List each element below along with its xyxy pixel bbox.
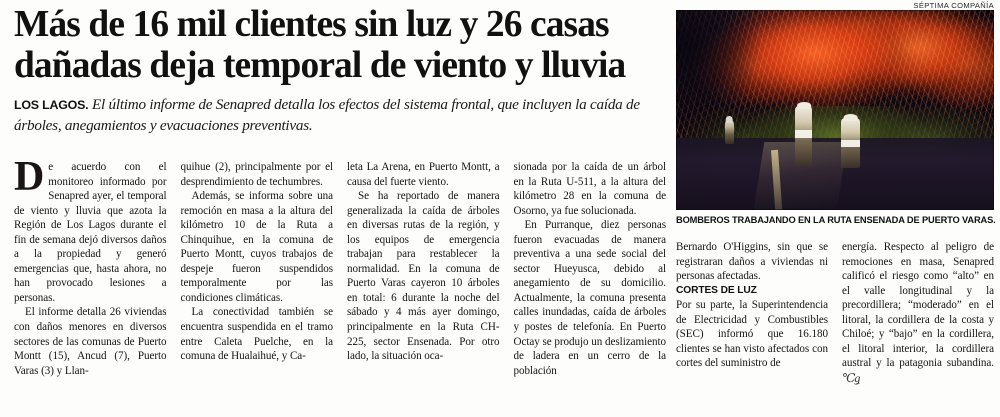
paragraph: Por su parte, la Superintendencia de Ele…	[676, 299, 828, 370]
paragraph-text: energía. Respecto al peligro de remocion…	[842, 241, 994, 370]
headline-block: Más de 16 mil clientes sin luz y 26 casa…	[14, 4, 662, 135]
firefighter-figure-1	[725, 116, 734, 144]
paragraph: Bernardo O'Higgins, sin que se registrar…	[676, 241, 828, 283]
paragraph: Se ha reportado de manera generalizada l…	[347, 190, 500, 363]
photo-road-layer	[676, 138, 994, 210]
body-column-6: energía. Respecto al peligro de remocion…	[842, 240, 994, 412]
headline-line-1: Más de 16 mil clientes sin luz y 26 casa…	[14, 3, 610, 45]
paragraph: La conectividad también se encuentra sus…	[180, 306, 334, 363]
body-column-1: De acuerdo con el monitoreo informado po…	[14, 160, 167, 412]
paragraph: De acuerdo con el monitoreo informado po…	[14, 160, 167, 304]
body-column-4: sionada por la caída de un árbol en la R…	[514, 160, 667, 412]
deck-text: El último informe de Senapred detalla lo…	[14, 96, 640, 134]
body-columns-right: Bernardo O'Higgins, sin que se registrar…	[676, 240, 994, 412]
helmet-icon	[796, 102, 811, 109]
article-photo	[676, 10, 994, 210]
paragraph: Además, se informa sobre una remoción en…	[180, 190, 334, 304]
body-column-3: leta La Arena, en Puerto Montt, a causa …	[347, 160, 500, 412]
photo-caption: BOMBEROS TRABAJANDO EN LA RUTA ENSENADA …	[676, 215, 996, 225]
paragraph: leta La Arena, en Puerto Montt, a causa …	[347, 161, 500, 188]
firefighter-figure-2	[795, 102, 813, 166]
firefighter-figure-3	[841, 114, 860, 168]
photo-credit: SÉPTIMA COMPAÑÍA	[913, 1, 994, 10]
paragraph: quihue (2), principalmente por el despre…	[180, 161, 334, 188]
page-title: Más de 16 mil clientes sin luz y 26 casa…	[14, 4, 652, 86]
paragraph: En Purranque, diez personas fueron evacu…	[513, 219, 667, 377]
body-column-2: quihue (2), principalmente por el despre…	[181, 160, 334, 412]
headline-line-2: dañadas deja temporal de viento y lluvia	[14, 44, 626, 86]
paragraph: energía. Respecto al peligro de remocion…	[842, 240, 994, 386]
reflective-stripe	[795, 130, 813, 139]
article-deck: LOS LAGOS. El último informe de Senapred…	[14, 95, 662, 135]
helmet-icon	[843, 114, 858, 121]
body-columns-left: De acuerdo con el monitoreo informado po…	[14, 160, 666, 412]
photo-border	[676, 10, 994, 210]
body-column-5: Bernardo O'Higgins, sin que se registrar…	[676, 240, 828, 412]
article-photo-wrap: SÉPTIMA COMPAÑÍA	[676, 1, 994, 210]
end-of-article-mark: ℃ǥ	[842, 370, 860, 385]
section-subhead: CORTES DE LUZ	[676, 284, 757, 296]
reflective-stripe	[841, 140, 860, 147]
paragraph: El informe detalla 26 viviendas con daño…	[14, 306, 167, 377]
helmet-icon	[726, 116, 733, 123]
section-kicker: LOS LAGOS.	[14, 98, 89, 112]
paragraph: sionada por la caída de un árbol en la R…	[513, 161, 667, 217]
